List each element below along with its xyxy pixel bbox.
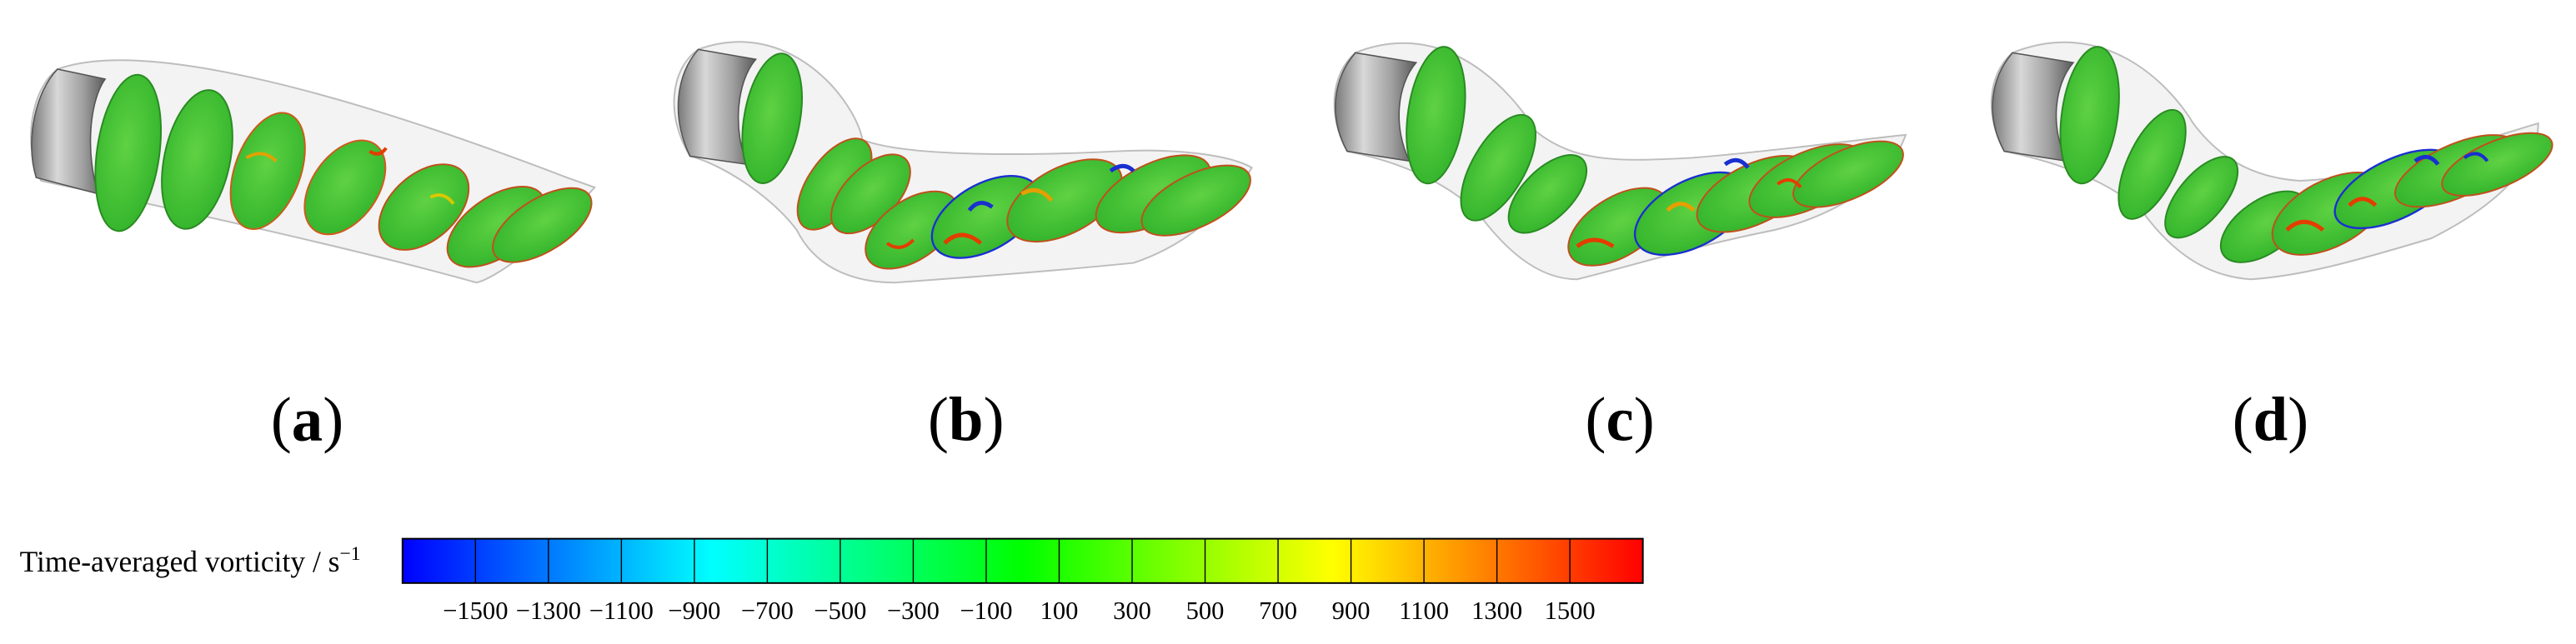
vortex-highlight xyxy=(943,232,983,245)
vorticity-slice-6 xyxy=(1006,158,1123,243)
panel-label-c: (c) xyxy=(1586,385,1655,454)
colorbar-tick-label: −700 xyxy=(741,597,794,625)
colorbar-tick-label: −300 xyxy=(887,597,940,625)
colorbar-tick-label: 900 xyxy=(1332,597,1371,625)
vorticity-slice-8 xyxy=(1140,164,1251,237)
colorbar-tick-label: 100 xyxy=(1040,597,1079,625)
vortex-highlight xyxy=(2285,219,2325,232)
vortex-highlight xyxy=(2463,152,2489,162)
colorbar-tick-label: 1100 xyxy=(1399,597,1449,625)
vortex-highlight xyxy=(1020,187,1054,202)
panel-label-b: (b) xyxy=(928,385,1005,454)
vortex-highlight xyxy=(967,201,994,212)
colorbar-gradient xyxy=(402,538,1643,583)
vorticity-slice-1 xyxy=(2059,46,2120,185)
colorbar-tick-label: −1500 xyxy=(443,597,508,625)
panel-d-render xyxy=(1990,41,2553,281)
vorticity-slice-4 xyxy=(303,139,387,236)
colorbar-tick-labels: −1500 −1300 −1100 −900 −700 −500 −300 −100 100 30… xyxy=(443,597,1595,625)
colorbar-tick-label: −1300 xyxy=(516,597,581,625)
colorbar-tick-label: 700 xyxy=(1259,597,1297,625)
colorbar-title: Time-averaged vorticity / s−1 xyxy=(20,543,361,578)
colorbar-frame xyxy=(401,537,1644,584)
panel-label-a: (a) xyxy=(271,385,343,454)
vorticity-slice-7 xyxy=(492,187,593,263)
colorbar-tick-label: 1500 xyxy=(1545,597,1596,625)
vorticity-slice-1 xyxy=(94,73,163,232)
colorbar-tick-label: −900 xyxy=(668,597,720,625)
vortex-highlight xyxy=(885,238,915,249)
vorticity-slice-2 xyxy=(2117,108,2187,220)
vorticity-slice-2 xyxy=(161,89,233,230)
colorbar-tick-label: 300 xyxy=(1113,597,1151,625)
vorticity-slice-1 xyxy=(1406,46,1466,185)
colorbar-tick-label: −100 xyxy=(960,597,1012,625)
vortex-highlight xyxy=(429,193,455,205)
vortex-highlight xyxy=(1109,163,1135,173)
draft-tube-shell xyxy=(30,59,597,284)
vorticity-slice-3 xyxy=(229,112,306,231)
vortex-highlight xyxy=(245,152,278,162)
vorticity-slice-8 xyxy=(1792,140,1904,208)
vortex-highlight xyxy=(1723,157,1750,169)
vorticity-slice-2 xyxy=(1460,113,1536,222)
vorticity-slice-3 xyxy=(2164,156,2239,239)
vortex-highlight xyxy=(2413,154,2440,166)
vortex-highlight xyxy=(368,147,388,156)
panel-a-render xyxy=(30,59,597,284)
vortex-highlight xyxy=(1576,237,1615,248)
vorticity-slice-1 xyxy=(741,52,803,184)
colorbar xyxy=(401,537,1644,584)
vorticity-slice-8 xyxy=(2441,132,2553,197)
panel-label-d: (d) xyxy=(2233,385,2309,454)
colorbar-tick-label: −1100 xyxy=(589,597,654,625)
colorbar-tick-label: −500 xyxy=(814,597,866,625)
panel-b-render xyxy=(673,41,1254,284)
colorbar-tick-label: 1300 xyxy=(1471,597,1522,625)
colorbar-tick-label: 500 xyxy=(1186,597,1225,625)
vortex-highlight xyxy=(1666,202,1696,212)
vorticity-slice-5 xyxy=(378,163,470,251)
vortex-highlight xyxy=(1777,178,1802,189)
vortex-highlight xyxy=(2348,197,2378,207)
vorticity-slice-3 xyxy=(1507,154,1588,234)
colorbar-dividers xyxy=(474,538,1571,583)
panel-c-render xyxy=(1333,42,1907,281)
